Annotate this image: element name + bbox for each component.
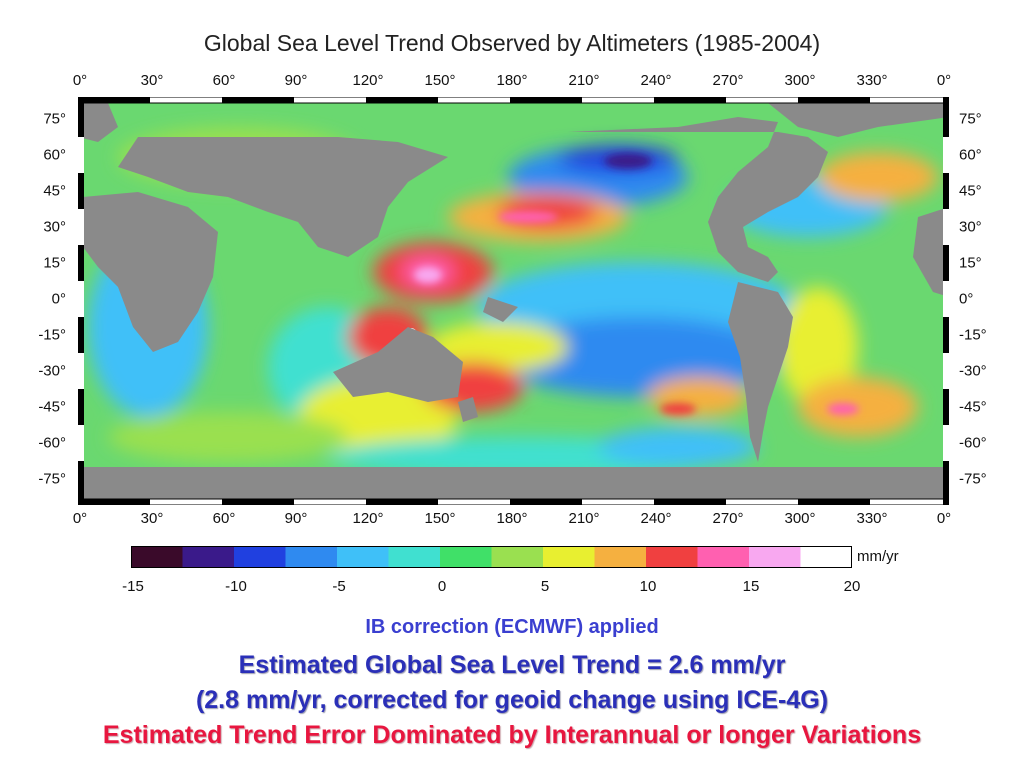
map-frame [78, 97, 949, 505]
land-africa [83, 192, 218, 352]
lon-label: 0° [936, 510, 952, 527]
lat-label: -75° [959, 470, 987, 488]
map-title: Global Sea Level Trend Observed by Altim… [203, 30, 821, 56]
bottom-longitude-axis: 0° 30° 60° 90° 120° 150° 180° 210° 240° … [0, 510, 1024, 532]
lon-label: 120° [352, 72, 384, 89]
lon-label: 150° [424, 510, 456, 527]
colorbar-cell [234, 546, 287, 568]
colorbar-tick-label: 5 [540, 578, 550, 595]
land-antarctica [78, 467, 949, 505]
colorbar-cells [131, 546, 852, 568]
colorbar-cell [749, 546, 802, 568]
colorbar-cell [131, 546, 184, 568]
ib-correction-note: IB correction (ECMWF) applied [365, 616, 659, 638]
colorbar-cell [337, 546, 390, 568]
land-eurasia [118, 137, 448, 257]
land-east-edge [913, 207, 949, 297]
lon-label: 180° [496, 510, 528, 527]
colorbar-cell [697, 546, 750, 568]
lon-label: 60° [212, 72, 236, 89]
lon-label: 240° [640, 72, 672, 89]
land-australia [333, 327, 463, 402]
lon-label: 300° [784, 510, 816, 527]
lon-label: 270° [712, 72, 744, 89]
colorbar-cell [388, 546, 441, 568]
lat-label: -60° [38, 434, 66, 452]
global-trend-line: Estimated Global Sea Level Trend = 2.6 m… [238, 651, 786, 679]
lat-label: 0° [959, 290, 974, 308]
lat-label: 45° [43, 182, 66, 200]
lat-label: -15° [959, 326, 987, 344]
lon-label: 330° [856, 510, 888, 527]
colorbar-cell [800, 546, 852, 568]
lat-label: 60° [959, 146, 982, 164]
lat-label: 75° [43, 110, 66, 128]
lon-label: 150° [424, 72, 456, 89]
lat-label: 30° [43, 218, 66, 236]
sea-level-trend-map [78, 97, 949, 505]
land-masses [78, 103, 949, 505]
colorbar-tick-label: -10 [225, 578, 247, 595]
lat-label: -30° [959, 362, 987, 380]
lon-label: 0° [72, 72, 88, 89]
lat-label: 15° [959, 254, 982, 272]
lon-label: 120° [352, 510, 384, 527]
colorbar-unit: mm/yr [857, 548, 899, 565]
colorbar-cell [285, 546, 338, 568]
colorbar-cell [594, 546, 647, 568]
lat-label: -15° [38, 326, 66, 344]
colorbar [131, 546, 852, 568]
land-new-zealand [458, 397, 478, 422]
lat-label: -75° [38, 470, 66, 488]
lat-label: 60° [43, 146, 66, 164]
geoid-correction-line: (2.8 mm/yr, corrected for geoid change u… [195, 686, 829, 714]
lon-label: 270° [712, 510, 744, 527]
lon-label: 300° [784, 72, 816, 89]
land-new-guinea [483, 297, 518, 322]
colorbar-tick-label: 15 [742, 578, 760, 595]
lat-label: -45° [38, 398, 66, 416]
trend-error-line: Estimated Trend Error Dominated by Inter… [102, 721, 922, 749]
lon-label: 60° [212, 510, 236, 527]
lat-label: -45° [959, 398, 987, 416]
lat-label: 15° [43, 254, 66, 272]
lon-label: 90° [284, 72, 308, 89]
colorbar-cell [543, 546, 596, 568]
lon-label: 240° [640, 510, 672, 527]
lon-label: 330° [856, 72, 888, 89]
land-greenland [768, 103, 949, 137]
colorbar-tick-label: -5 [332, 578, 346, 595]
colorbar-tick-label: -15 [122, 578, 144, 595]
colorbar-tick-label: 20 [843, 578, 861, 595]
land-north-america [568, 117, 828, 282]
lon-label: 0° [72, 510, 88, 527]
colorbar-cell [440, 546, 493, 568]
land-asia-north [228, 137, 328, 167]
lon-label: 90° [284, 510, 308, 527]
land-northwest [78, 103, 118, 142]
colorbar-cell [182, 546, 235, 568]
lon-label: 180° [496, 72, 528, 89]
top-longitude-axis: 0° 30° 60° 90° 120° 150° 180° 210° 240° … [0, 72, 1024, 94]
lon-label: 30° [140, 510, 164, 527]
lon-label: 0° [936, 72, 952, 89]
lat-label: 30° [959, 218, 982, 236]
lon-label: 210° [568, 72, 600, 89]
colorbar-tick-label: 0 [437, 578, 447, 595]
lat-label: 45° [959, 182, 982, 200]
lat-label: -60° [959, 434, 987, 452]
colorbar-tick-label: 10 [639, 578, 657, 595]
land-south-america [728, 282, 793, 462]
lat-label: 0° [51, 290, 66, 308]
lat-label: -30° [38, 362, 66, 380]
colorbar-cell [646, 546, 699, 568]
lon-label: 30° [140, 72, 164, 89]
colorbar-cell [491, 546, 544, 568]
lon-label: 210° [568, 510, 600, 527]
lat-label: 75° [959, 110, 982, 128]
